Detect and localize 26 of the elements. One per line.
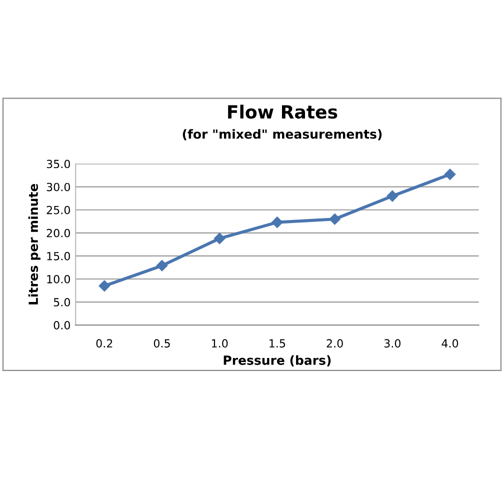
- x-tick-label: 1.5: [270, 339, 286, 348]
- x-axis-title: Pressure (bars): [224, 355, 331, 366]
- y-tick-label: 30.0: [46, 182, 70, 192]
- x-tick-label: 2.0: [326, 339, 343, 348]
- y-axis-title: Litres per minute: [28, 184, 40, 304]
- y-tick-label: 35.0: [46, 160, 70, 168]
- chart-title: Flow Rates: [228, 104, 338, 119]
- point: [214, 232, 226, 244]
- y-tick-label: 25.0: [46, 206, 70, 214]
- x-tick-label: 0.5: [154, 339, 170, 348]
- y-tick-label: 0.0: [54, 321, 70, 330]
- chart-subtitle: (for "mixed" measurements): [182, 129, 382, 140]
- point: [444, 168, 456, 180]
- y-tick-label: 5.0: [54, 298, 70, 306]
- x-tick-label: 4.0: [442, 339, 458, 348]
- point: [156, 260, 168, 272]
- y-tick-label: 10.0: [47, 274, 70, 284]
- point: [386, 190, 398, 202]
- point: [272, 216, 283, 228]
- x-tick-label: 0.2: [96, 339, 112, 348]
- point: [98, 280, 110, 292]
- y-tick-label: 15.0: [47, 252, 70, 260]
- y-tick-label: 20.0: [46, 228, 70, 238]
- x-tick-label: 1.0: [212, 339, 228, 348]
- x-tick-label: 3.0: [384, 339, 400, 348]
- point: [329, 213, 340, 225]
